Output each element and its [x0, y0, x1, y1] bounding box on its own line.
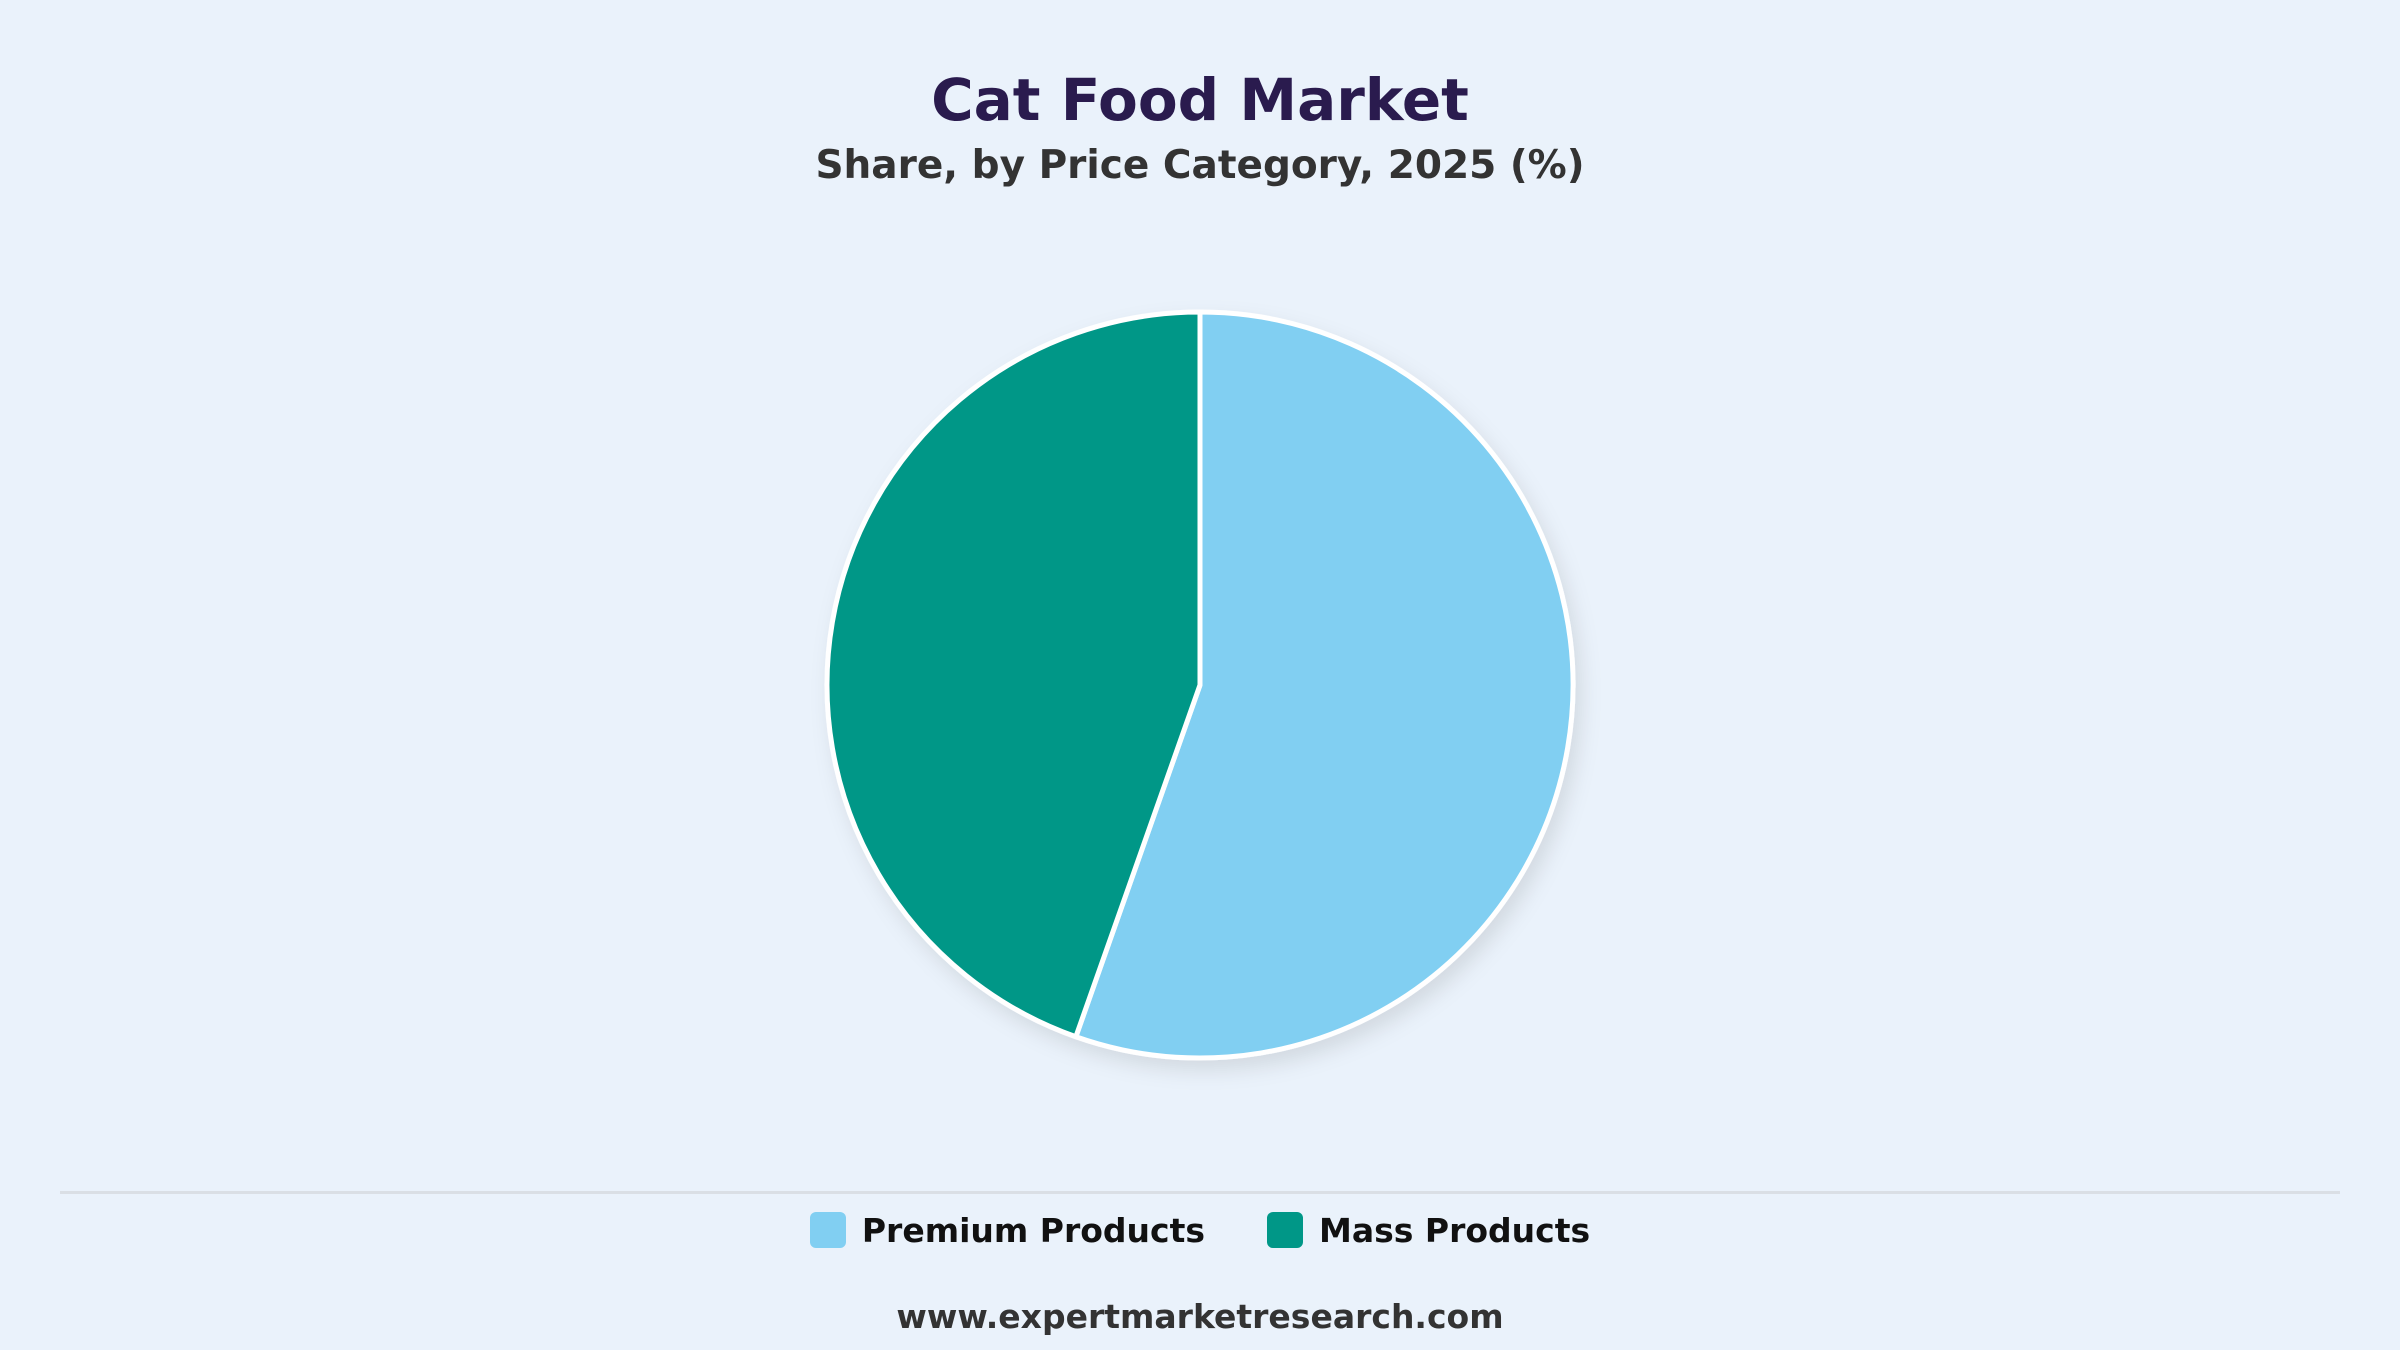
legend-label-mass-products: Mass Products	[1319, 1210, 1591, 1250]
legend: Premium Products Mass Products	[0, 1205, 2400, 1255]
legend-label-premium-products: Premium Products	[861, 1210, 1206, 1250]
legend-divider	[60, 1191, 2340, 1194]
legend-swatch-premium-products	[809, 1212, 846, 1248]
source-url[interactable]: www.expertmarketresearch.com	[896, 1297, 1504, 1336]
legend-item-premium-products[interactable]: Premium Products	[809, 1210, 1206, 1250]
chart-subtitle: Share, by Price Category, 2025 (%)	[815, 143, 1585, 188]
chart-title: Cat Food Market	[931, 66, 1469, 134]
legend-item-mass-products[interactable]: Mass Products	[1267, 1211, 1590, 1250]
legend-swatch-mass-products	[1267, 1212, 1304, 1248]
pie-slices	[824, 309, 1576, 1061]
pie-slice-mass-products[interactable]	[824, 309, 1203, 1040]
